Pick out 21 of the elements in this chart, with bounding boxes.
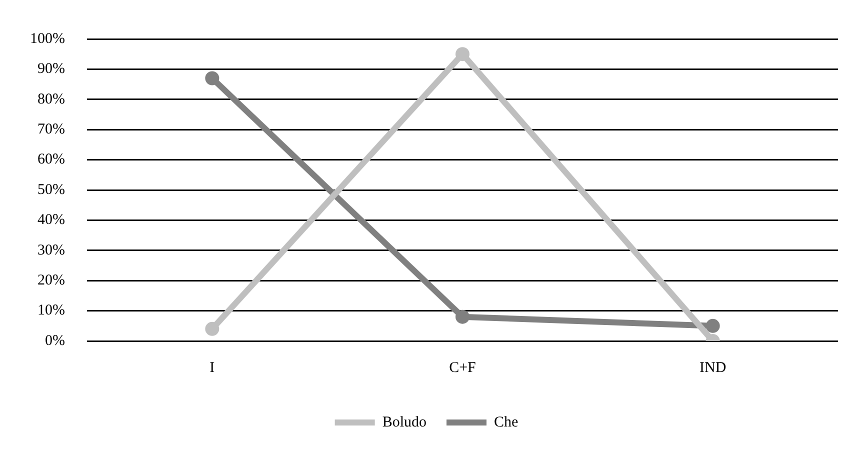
x-tick-label: I — [210, 360, 215, 376]
y-tick-label: 80% — [37, 91, 65, 108]
y-tick-label: 30% — [37, 242, 65, 258]
y-tick-label: 90% — [37, 61, 65, 78]
x-tick-label: C+F — [449, 360, 476, 376]
y-tick-label: 20% — [37, 272, 65, 289]
y-tick-label: 0% — [44, 332, 65, 349]
y-tick-label: 10% — [37, 302, 65, 319]
point — [706, 318, 720, 333]
point — [456, 47, 470, 62]
point — [205, 71, 220, 86]
y-tick-label: 100% — [30, 30, 65, 47]
legend-label: Boludo — [382, 414, 427, 430]
y-tick-label: 70% — [37, 122, 65, 138]
legend-label: Che — [494, 414, 519, 430]
y-tick-label: 50% — [37, 182, 65, 198]
x-tick-label: IND — [699, 360, 726, 376]
y-tick-label: 40% — [37, 212, 65, 228]
y-tick-label: 60% — [37, 152, 65, 168]
point — [456, 310, 470, 324]
point — [205, 322, 220, 336]
